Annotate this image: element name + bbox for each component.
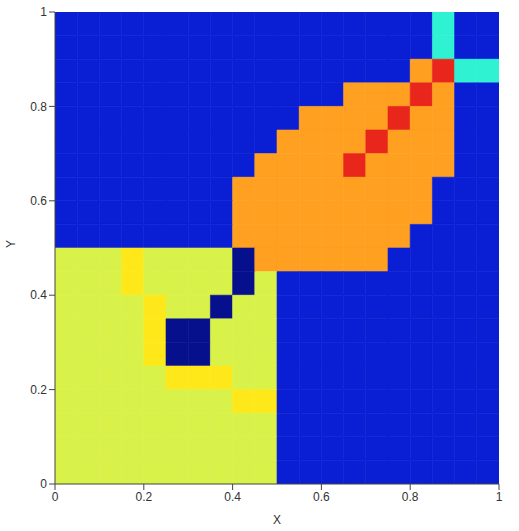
svg-text:0.4: 0.4 xyxy=(224,490,241,504)
svg-text:0.8: 0.8 xyxy=(30,100,47,114)
svg-text:X: X xyxy=(273,513,281,527)
svg-text:1: 1 xyxy=(40,5,47,19)
svg-text:0.6: 0.6 xyxy=(30,194,47,208)
svg-text:0.6: 0.6 xyxy=(313,490,330,504)
svg-text:0: 0 xyxy=(40,477,47,491)
svg-text:0.2: 0.2 xyxy=(135,490,152,504)
svg-text:0: 0 xyxy=(52,490,59,504)
svg-text:0.2: 0.2 xyxy=(30,383,47,397)
svg-text:Y: Y xyxy=(4,240,18,248)
svg-text:0.8: 0.8 xyxy=(402,490,419,504)
svg-text:0.4: 0.4 xyxy=(30,288,47,302)
svg-text:1: 1 xyxy=(496,490,503,504)
